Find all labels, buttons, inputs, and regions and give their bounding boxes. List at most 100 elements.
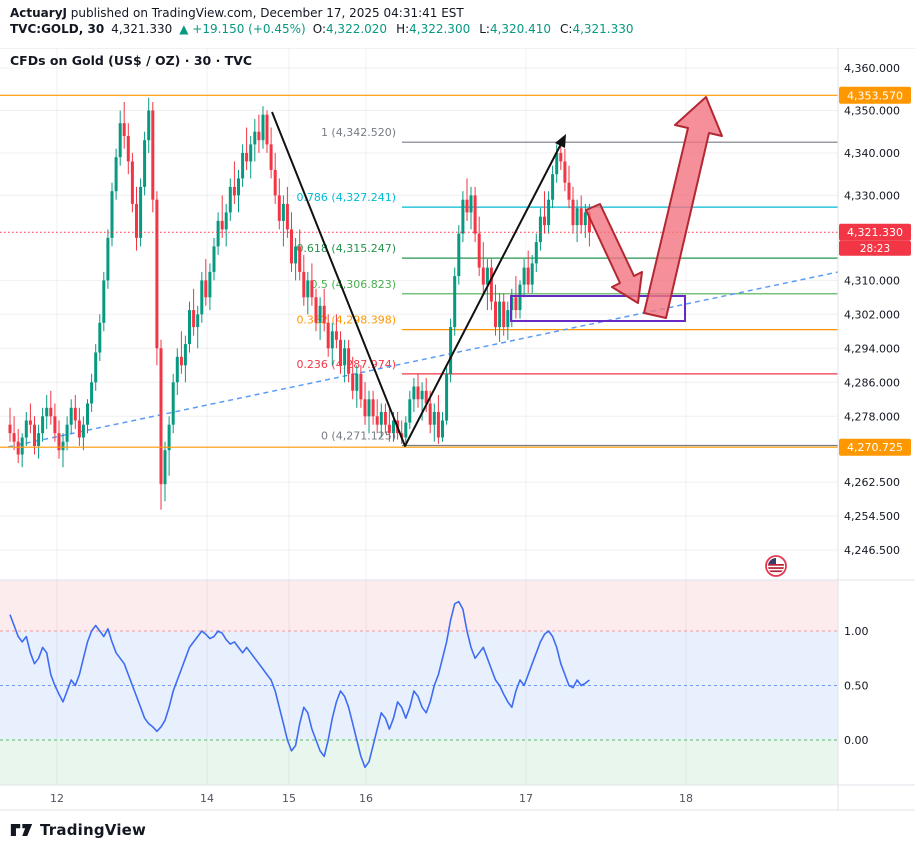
candle bbox=[567, 182, 571, 200]
candle bbox=[371, 399, 375, 417]
ohlc-item: O:4,322.020 bbox=[312, 22, 388, 36]
candle bbox=[200, 280, 204, 315]
candle bbox=[498, 301, 502, 328]
candle bbox=[253, 131, 257, 145]
tradingview-logo-icon[interactable] bbox=[10, 820, 33, 840]
candle bbox=[290, 229, 293, 264]
fib-label: 0.786 (4,327.241) bbox=[296, 191, 396, 204]
fib-label: 1 (4,342.520) bbox=[321, 126, 396, 139]
price-axis-label: 4,302.000 bbox=[844, 308, 900, 321]
candle bbox=[192, 310, 196, 328]
candle bbox=[322, 305, 326, 323]
candle bbox=[502, 301, 506, 328]
zigzag-trendline[interactable] bbox=[271, 111, 563, 447]
countdown-badge bbox=[839, 240, 911, 256]
candle bbox=[441, 420, 444, 438]
candle bbox=[110, 191, 114, 238]
alert-price-badge-text: 4,270.725 bbox=[847, 441, 903, 454]
candle bbox=[375, 416, 379, 425]
candle bbox=[175, 356, 179, 383]
price-axis-label: 4,294.000 bbox=[844, 342, 900, 355]
candle bbox=[465, 199, 469, 213]
candle bbox=[273, 169, 277, 196]
candle bbox=[57, 433, 61, 451]
publish-text: published on TradingView.com, December 1… bbox=[66, 6, 464, 20]
candle bbox=[445, 373, 449, 421]
support-zone-box[interactable] bbox=[510, 295, 686, 322]
osc-band-mid bbox=[0, 631, 838, 740]
trendline-dashed[interactable] bbox=[7, 271, 839, 448]
time-axis-label: 18 bbox=[679, 792, 693, 805]
osc-axis-label: 0.50 bbox=[844, 680, 869, 693]
candle bbox=[379, 412, 383, 425]
candle bbox=[20, 437, 24, 455]
symbol-line: TVC:GOLD, 30 4,321.330 ▲ +19.150 (+0.45%… bbox=[10, 21, 915, 38]
candle bbox=[188, 310, 191, 345]
candle bbox=[241, 152, 245, 179]
candle bbox=[53, 416, 57, 434]
osc-axis-label: 0.00 bbox=[844, 734, 869, 747]
candle bbox=[351, 373, 355, 391]
fib-label: 0.5 (4,306.823) bbox=[310, 278, 396, 291]
candle bbox=[163, 450, 167, 485]
candle bbox=[77, 420, 81, 438]
candle bbox=[114, 157, 118, 192]
price-axis-label: 4,360.000 bbox=[844, 62, 900, 75]
candle bbox=[94, 352, 98, 383]
candle bbox=[318, 305, 322, 323]
candle bbox=[412, 386, 416, 400]
price-axis-label: 4,330.000 bbox=[844, 189, 900, 202]
candle bbox=[45, 407, 49, 417]
candle bbox=[347, 348, 351, 374]
projection-arrow-down[interactable] bbox=[585, 203, 643, 304]
candle bbox=[575, 208, 579, 226]
ohlc-values: O:4,322.020 H:4,322.300 L:4,320.410 C:4,321… bbox=[313, 21, 634, 38]
candle bbox=[237, 178, 240, 196]
candle bbox=[65, 424, 69, 442]
candle bbox=[171, 382, 175, 425]
candle bbox=[522, 267, 526, 285]
candle bbox=[449, 327, 453, 374]
candle bbox=[424, 390, 428, 404]
candle bbox=[8, 424, 12, 434]
candle bbox=[86, 403, 89, 425]
price-axis-label: 4,350.000 bbox=[844, 105, 900, 118]
current-price-badge bbox=[839, 223, 911, 241]
author-name[interactable]: ActuaryJ bbox=[10, 6, 67, 20]
candle bbox=[73, 407, 77, 421]
candle bbox=[420, 390, 424, 400]
candle bbox=[90, 382, 94, 404]
candle bbox=[563, 161, 567, 183]
symbol-title[interactable]: TVC:GOLD, 30 bbox=[10, 22, 105, 36]
candle bbox=[469, 195, 473, 213]
candle bbox=[269, 144, 273, 170]
candle bbox=[543, 216, 546, 226]
candle bbox=[547, 199, 551, 226]
candle bbox=[126, 136, 130, 162]
candle bbox=[473, 195, 477, 234]
brand-wordmark[interactable]: TradingView bbox=[40, 821, 147, 839]
candle bbox=[130, 161, 134, 204]
candle bbox=[81, 424, 85, 438]
price-axis-label: 4,340.000 bbox=[844, 147, 900, 160]
fib-label: 0.618 (4,315.247) bbox=[296, 242, 396, 255]
candle bbox=[339, 339, 342, 366]
candle bbox=[306, 280, 310, 298]
candle bbox=[151, 110, 155, 200]
ohlc-item: C:4,321.330 bbox=[560, 22, 634, 36]
projection-arrow-up[interactable] bbox=[643, 96, 723, 319]
flag-canton bbox=[768, 558, 776, 564]
candle bbox=[453, 276, 457, 328]
candle bbox=[196, 314, 200, 328]
candle bbox=[28, 420, 32, 425]
candle bbox=[355, 373, 359, 391]
candle bbox=[183, 344, 187, 366]
candle bbox=[106, 237, 110, 281]
candle bbox=[143, 140, 147, 187]
candle bbox=[432, 412, 436, 425]
candle bbox=[135, 203, 138, 238]
candle bbox=[220, 220, 224, 230]
candle bbox=[16, 441, 20, 455]
chart-legend[interactable]: CFDs on Gold (US$ / OZ) · 30 · TVC bbox=[10, 53, 253, 68]
